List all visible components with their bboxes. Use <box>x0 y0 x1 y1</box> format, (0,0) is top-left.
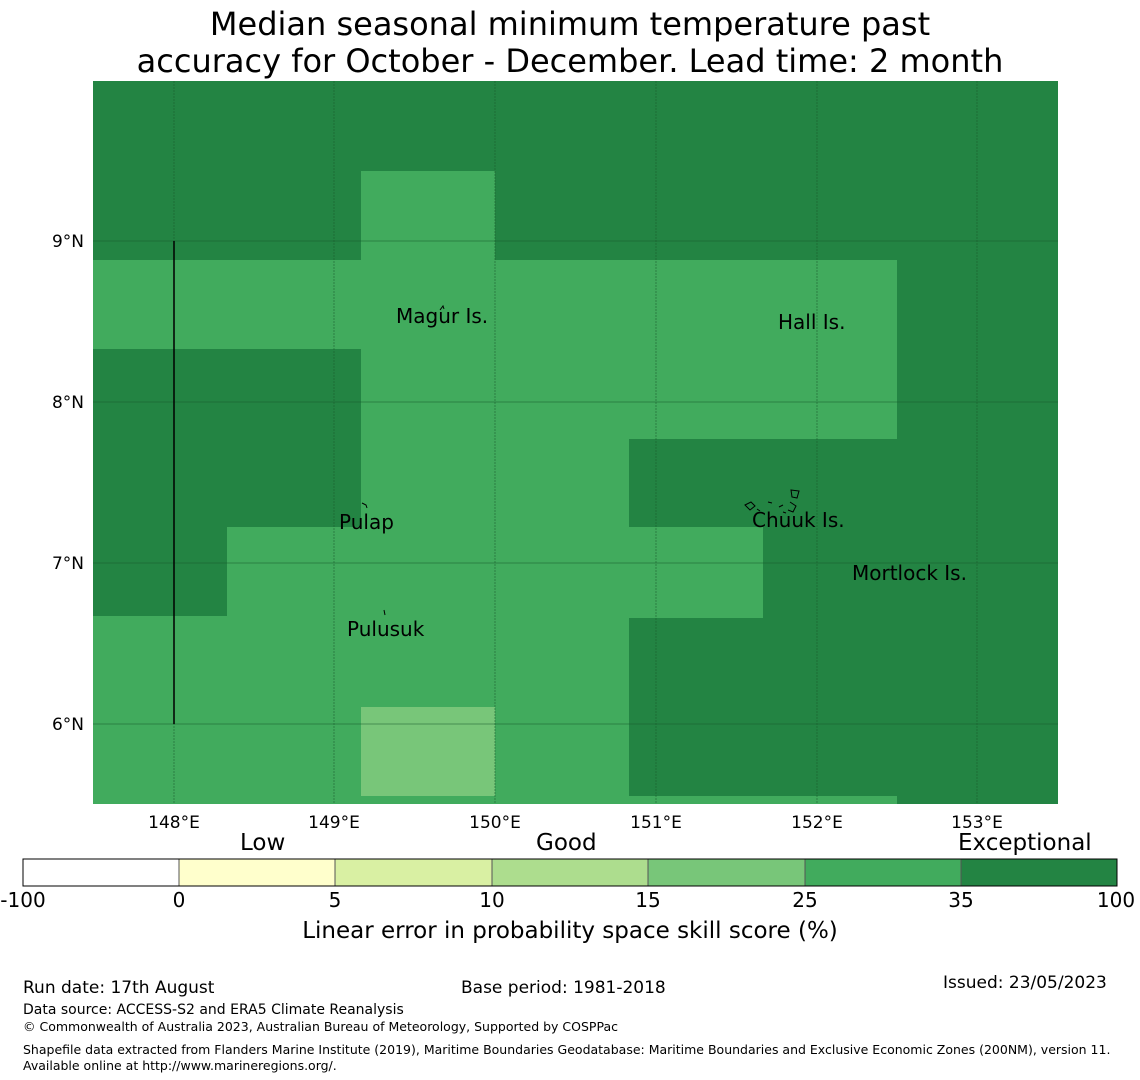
data-source: Data source: ACCESS-S2 and ERA5 Climate … <box>23 1002 404 1018</box>
legend-category-low: Low <box>240 830 286 856</box>
shapefile-credit: Shapefile data extracted from Flanders M… <box>23 1042 1111 1073</box>
lat-tick-label: 9°N <box>52 232 84 252</box>
place-label-chuuk: Chuuk Is. <box>752 508 845 532</box>
lon-tick-label: 148°E <box>148 813 200 833</box>
colorbar-segment <box>178 858 336 887</box>
island-chuuk <box>744 489 800 514</box>
colorbar-tick-label: -100 <box>0 888 46 912</box>
colorbar-segment <box>647 858 806 887</box>
island-shapes <box>361 304 800 616</box>
map-cell <box>227 527 763 618</box>
island-pulap <box>361 502 368 509</box>
lon-tick-label: 149°E <box>308 813 360 833</box>
lat-labels: 9°N 8°N 7°N 6°N <box>52 232 84 735</box>
colorbar-tick-label: 35 <box>948 888 974 912</box>
colorbar-segment <box>804 858 962 887</box>
colorbar-tick-label: 100 <box>1096 888 1136 912</box>
lon-labels: 148°E 149°E 150°E 151°E 152°E 153°E <box>148 813 1003 833</box>
lon-tick-label: 150°E <box>469 813 521 833</box>
place-label-magur: Magur Is. <box>396 304 488 328</box>
map-cell <box>361 348 897 439</box>
lon-tick-label: 153°E <box>951 813 1003 833</box>
colorbar-label: Linear error in probability space skill … <box>302 918 838 944</box>
lon-tick-label: 151°E <box>630 813 682 833</box>
island-pulusuk <box>383 609 386 616</box>
colorbar-segment <box>960 858 1118 887</box>
title-line-1: Median seasonal minimum temperature past <box>209 5 931 43</box>
map-cell <box>629 796 897 804</box>
legend-category-exceptional: Exceptional <box>958 830 1092 856</box>
title-line-2: accuracy for October - December. Lead ti… <box>136 42 1004 80</box>
colorbar-segment <box>22 858 180 887</box>
colorbar-tick-label: 25 <box>792 888 818 912</box>
issued-date: Issued: 23/05/2023 <box>943 973 1107 993</box>
lat-tick-label: 8°N <box>52 393 84 413</box>
island-magur <box>439 304 445 311</box>
colorbar-tick-label: 5 <box>328 888 342 912</box>
place-label-pulusuk: Pulusuk <box>347 617 425 641</box>
lat-tick-label: 6°N <box>52 715 84 735</box>
place-label-mortlock: Mortlock Is. <box>852 561 967 585</box>
colorbar-segment <box>334 858 493 887</box>
legend-category-good: Good <box>536 830 597 856</box>
map-cells <box>93 81 1058 804</box>
map-title: Median seasonal minimum temperature past… <box>0 6 1140 80</box>
base-period: Base period: 1981-2018 <box>461 978 666 998</box>
colorbar-frame <box>22 858 1118 887</box>
map-cell <box>361 171 495 261</box>
graticule <box>93 81 1058 804</box>
lon-tick-label: 152°E <box>791 813 843 833</box>
colorbar-tick-label: 10 <box>479 888 505 912</box>
colorbar-tick-label: 0 <box>172 888 186 912</box>
lat-tick-label: 7°N <box>52 554 84 574</box>
copyright: © Commonwealth of Australia 2023, Austra… <box>23 1019 618 1034</box>
place-label-hall: Hall Is. <box>778 310 845 334</box>
map-cell <box>361 707 495 796</box>
colorbar-segment <box>491 858 649 887</box>
colorbar-tick-label: 15 <box>635 888 661 912</box>
run-date: Run date: 17th August <box>23 978 215 998</box>
colorbar <box>22 858 1118 887</box>
place-labels: Magur Is. Hall Is. Pulap Chuuk Is. Mortl… <box>339 304 967 641</box>
place-label-pulap: Pulap <box>339 510 394 534</box>
